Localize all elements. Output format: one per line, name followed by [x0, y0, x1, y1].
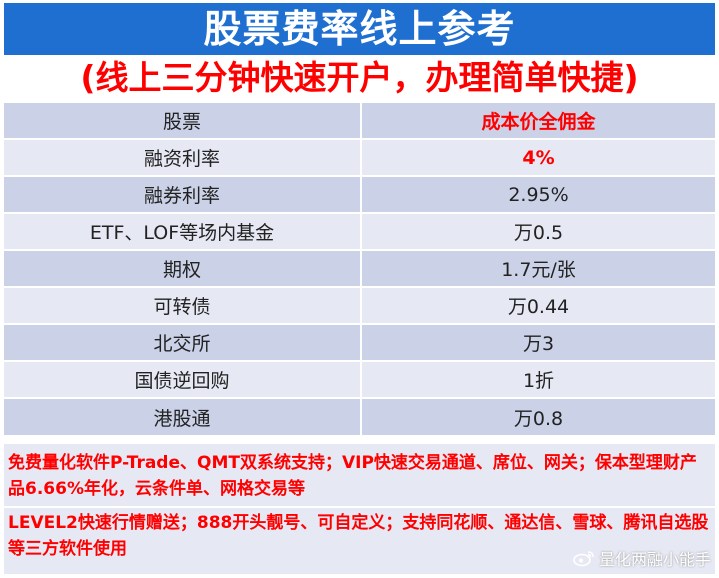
table-row: 股票 成本价全佣金 [4, 101, 715, 139]
row-label: 期权 [4, 249, 362, 287]
row-value: 成本价全佣金 [361, 101, 715, 139]
table-row: 融券利率 2.95% [4, 175, 715, 213]
row-label: 融券利率 [4, 175, 362, 213]
row-value: 万0.5 [361, 212, 715, 250]
table-row: 融资利率 4% [4, 138, 715, 176]
row-label: 融资利率 [4, 138, 362, 176]
row-label: 港股通 [4, 397, 362, 435]
table-row: 北交所 万3 [4, 323, 715, 361]
row-value: 4% [361, 138, 715, 176]
table-row: ETF、LOF等场内基金 万0.5 [4, 212, 715, 250]
notes-panel: 免费量化软件P-Trade、QMT双系统支持；VIP快速交易通道、席位、网关；保… [4, 444, 715, 574]
page-title: 股票费率线上参考 [4, 3, 715, 55]
row-value: 1.7元/张 [361, 249, 715, 287]
rate-table: 股票 成本价全佣金 融资利率 4% 融券利率 2.95% ETF、LOF等场内基… [4, 101, 715, 435]
table-row: 可转债 万0.44 [4, 286, 715, 324]
table-row: 期权 1.7元/张 [4, 249, 715, 287]
note-features: 免费量化软件P-Trade、QMT双系统支持；VIP快速交易通道、席位、网关；保… [8, 453, 697, 499]
row-value: 2.95% [361, 175, 715, 213]
row-label: 可转债 [4, 286, 362, 324]
row-value: 万0.44 [361, 286, 715, 324]
row-value: 万0.8 [361, 397, 715, 435]
table-row: 国债逆回购 1折 [4, 360, 715, 398]
header: 股票费率线上参考 (线上三分钟快速开户，办理简单快捷) [4, 3, 715, 101]
watermark-text: 量化两融小能手 [598, 550, 711, 569]
page-subtitle: (线上三分钟快速开户，办理简单快捷) [4, 55, 715, 101]
weibo-icon [573, 551, 594, 567]
row-label: 北交所 [4, 323, 362, 361]
row-value: 万3 [361, 323, 715, 361]
row-label: ETF、LOF等场内基金 [4, 212, 362, 250]
table-row: 港股通 万0.8 [4, 397, 715, 435]
notes-divider [4, 506, 715, 508]
watermark: 量化两融小能手 [573, 546, 711, 570]
row-label: 股票 [4, 101, 362, 139]
note-services: LEVEL2快速行情赠送；888开头靓号、可自定义；支持同花顺、通达信、雪球、腾… [8, 513, 709, 559]
row-value: 1折 [361, 360, 715, 398]
row-label: 国债逆回购 [4, 360, 362, 398]
